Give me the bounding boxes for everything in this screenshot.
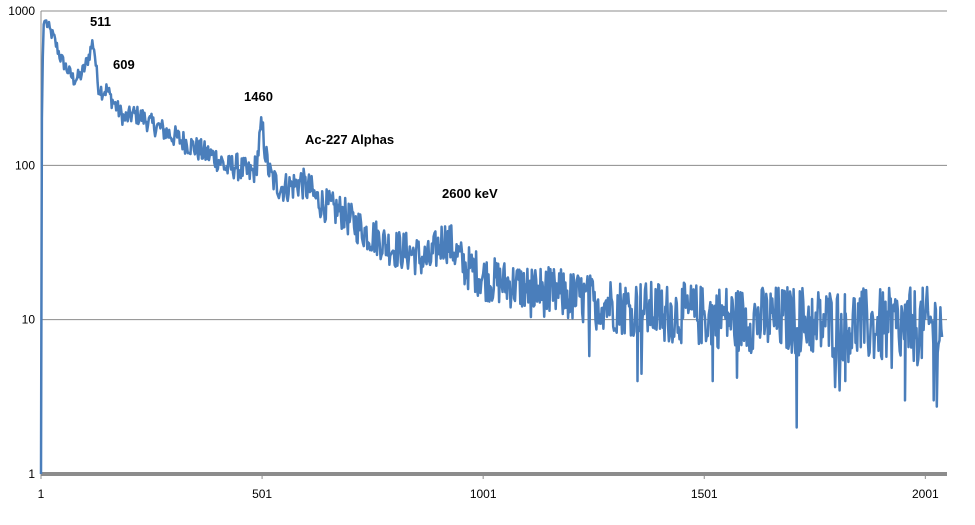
gridlines	[41, 10, 947, 321]
annotations: 511 609 1460 Ac-227 Alphas 2600 keV	[90, 14, 498, 201]
spectrum-series-line	[39, 19, 944, 475]
y-tick-label: 1000	[8, 4, 35, 18]
x-tick-label: 2001	[912, 487, 939, 501]
x-axis-tick-labels: 1 501 1001 1501 2001	[38, 487, 939, 501]
y-tick-label: 10	[22, 313, 36, 327]
x-tick-label: 1	[38, 487, 45, 501]
annotation-ac227-alphas: Ac-227 Alphas	[305, 132, 394, 147]
annotation-2600-kev: 2600 keV	[442, 186, 498, 201]
x-tick-label: 1501	[691, 487, 718, 501]
x-tick-label: 501	[252, 487, 272, 501]
annotation-1460: 1460	[244, 89, 273, 104]
y-tick-label: 1	[28, 467, 35, 481]
y-tick-label: 100	[15, 158, 35, 172]
series-layer	[39, 19, 944, 475]
x-tick-label: 1001	[470, 487, 497, 501]
annotation-609: 609	[113, 57, 135, 72]
annotation-511: 511	[90, 14, 111, 29]
axes	[40, 11, 947, 479]
y-axis-tick-labels: 1 10 100 1000	[8, 4, 35, 481]
